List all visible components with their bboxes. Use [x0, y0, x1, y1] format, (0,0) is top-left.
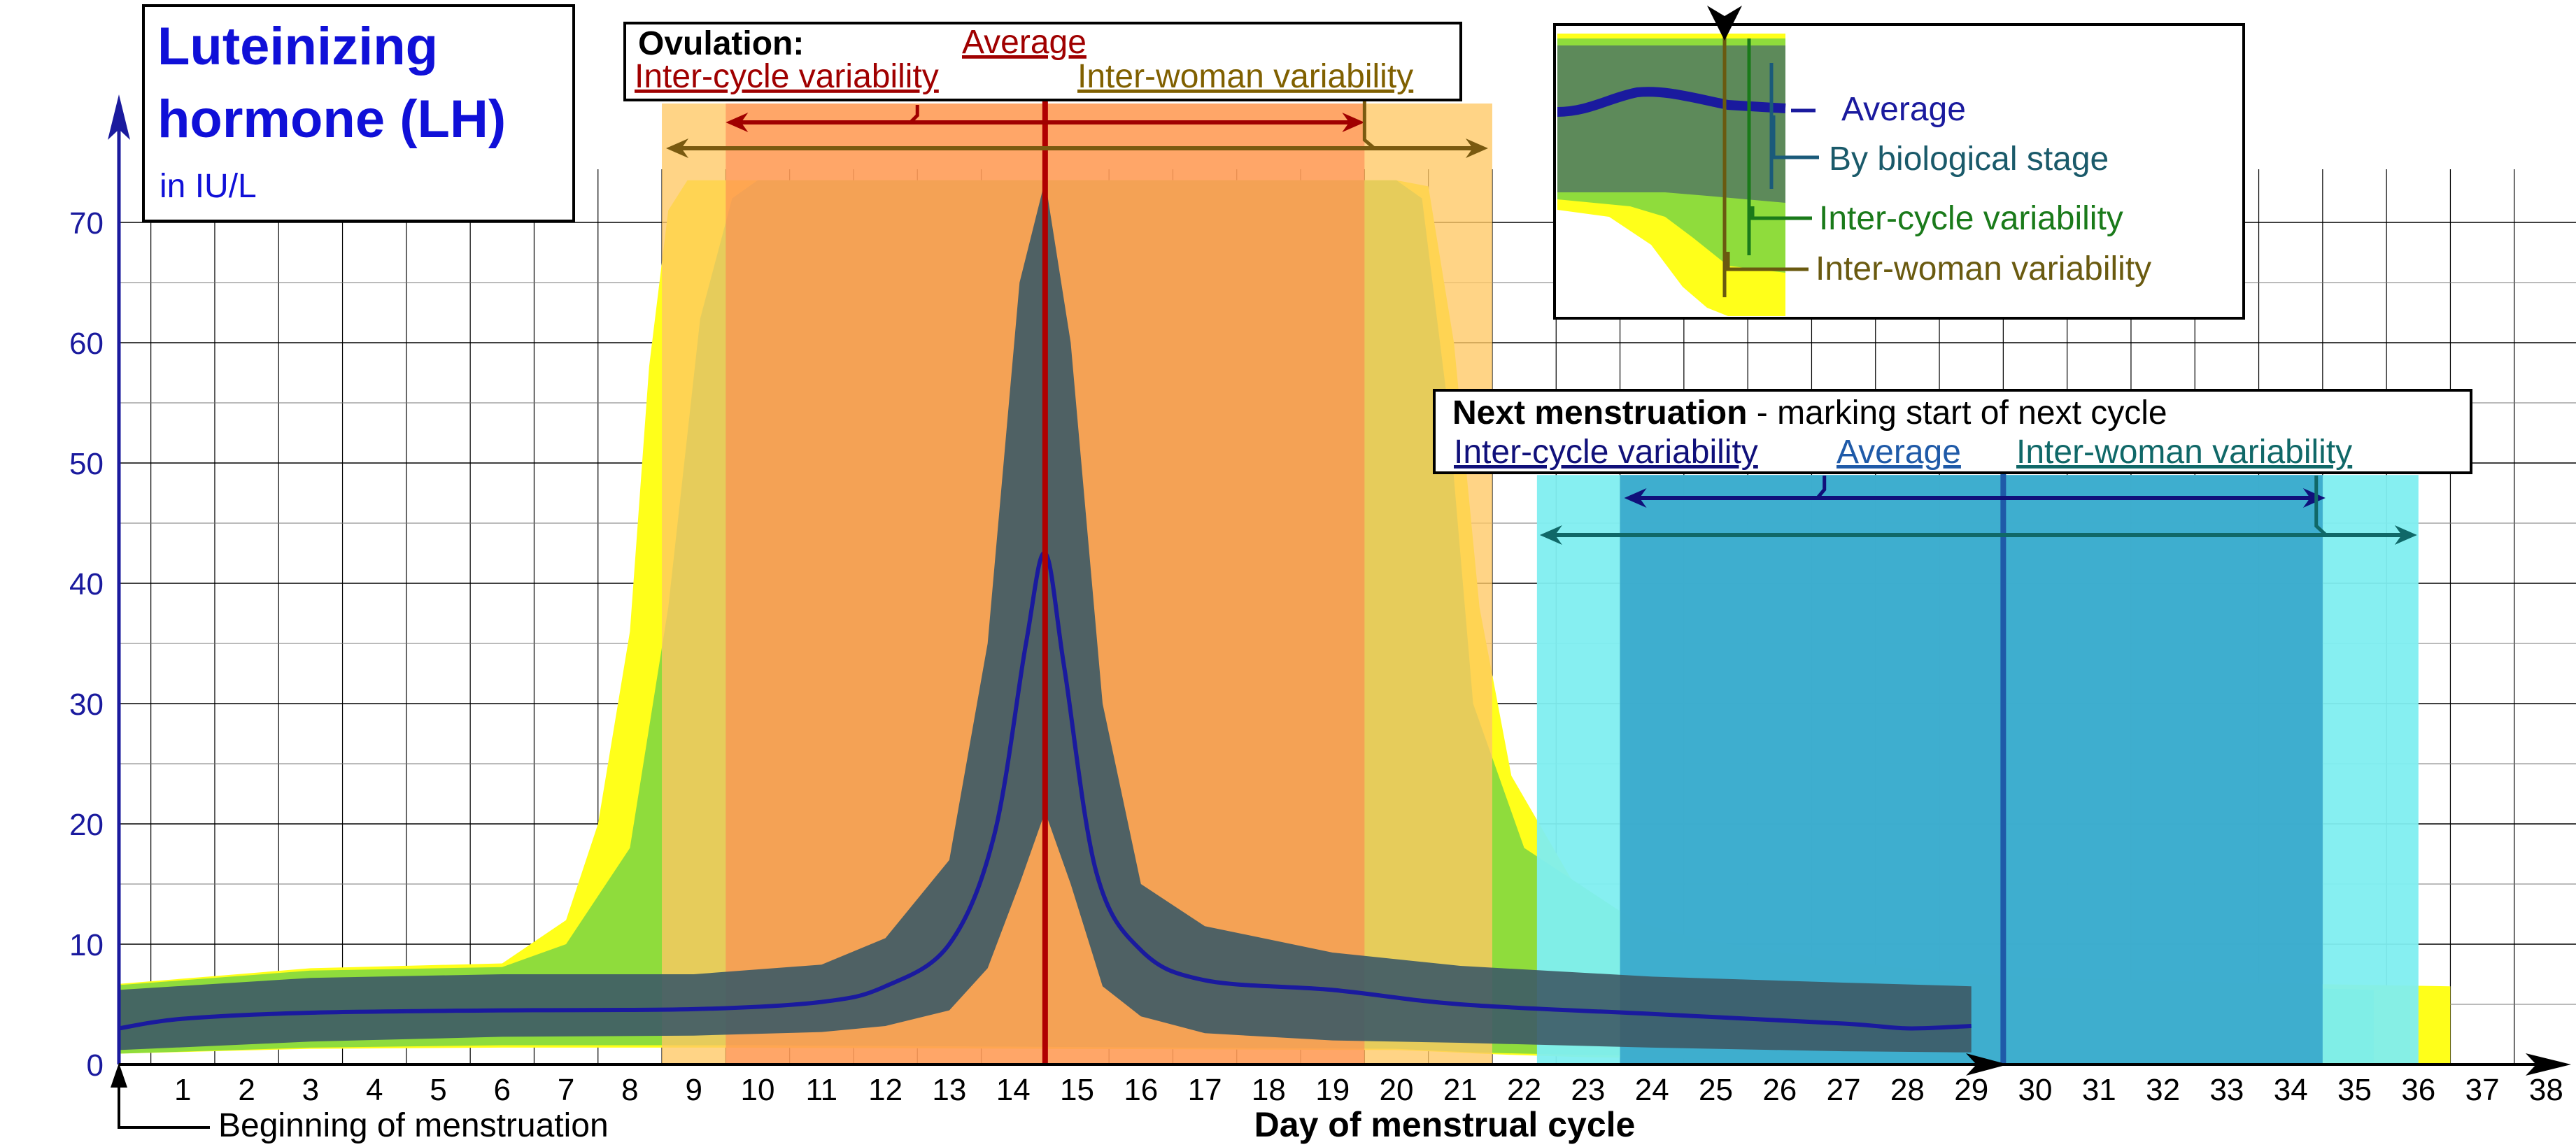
menstruation-inter-cycle-area	[1620, 475, 2323, 1064]
title-line2: hormone (LH)	[157, 90, 506, 149]
next-cycle-arrowhead	[1966, 1053, 2008, 1076]
svg-text:Next menstruation - marking st: Next menstruation - marking start of nex…	[1452, 394, 2167, 432]
x-tick-label: 16	[1124, 1073, 1158, 1107]
y-axis-arrowhead	[108, 94, 130, 140]
x-tick-label: 11	[805, 1073, 837, 1107]
legend-average-label: Average	[1841, 91, 1966, 128]
x-tick-label: 1	[174, 1073, 191, 1107]
x-tick-label: 5	[430, 1073, 446, 1107]
menstruation-inter-woman-label: Inter-woman variability	[2016, 434, 2352, 471]
ovulation-inter-cycle-arrow-head-right	[1342, 113, 1365, 132]
x-tick-label: 20	[1380, 1073, 1414, 1107]
x-tick-label: 29	[1954, 1073, 1988, 1107]
y-tick-label: 40	[69, 567, 104, 601]
title-unit: in IU/L	[160, 168, 257, 205]
x-tick-label: 14	[996, 1073, 1031, 1107]
y-tick-label: 50	[69, 447, 104, 481]
ovulation-inter-cycle-brace	[909, 105, 919, 124]
y-tick-label: 0	[87, 1048, 104, 1083]
legend-biological-swatch	[1557, 45, 1785, 203]
x-tick-label: 27	[1827, 1073, 1861, 1107]
x-tick-label: 6	[494, 1073, 511, 1107]
x-tick-label: 4	[366, 1073, 383, 1107]
y-tick-label: 20	[69, 808, 104, 842]
x-tick-label: 18	[1252, 1073, 1286, 1107]
average-line-layer	[118, 41, 2417, 1064]
beginning-marker: Beginning of menstruation	[111, 1063, 609, 1144]
menstruation-heading-rest: - marking start of next cycle	[1747, 394, 2167, 432]
x-tick-label: 9	[685, 1073, 702, 1107]
title-line1: Luteinizing	[157, 17, 438, 76]
x-tick-label: 13	[932, 1073, 966, 1107]
ovulation-box: Ovulation: Average Inter-cycle variabili…	[623, 22, 1462, 101]
y-tick-label: 30	[69, 688, 104, 722]
ovulation-inter-woman-brace	[1362, 98, 1375, 150]
beginning-label: Beginning of menstruation	[218, 1107, 609, 1144]
menstruation-inter-cycle-label: Inter-cycle variability	[1454, 434, 1758, 471]
menstruation-inter-cycle-arrow-head-left	[1624, 488, 1647, 508]
x-tick-label: 38	[2529, 1073, 2563, 1107]
legend-biological-label: By biological stage	[1829, 141, 2109, 178]
ovulation-average-label: Average	[962, 24, 1087, 61]
x-tick-label: 12	[868, 1073, 903, 1107]
menstruation-inter-woman-brace	[2314, 476, 2328, 536]
legend-box: Average By biological stage Inter-cycle …	[1553, 6, 2245, 320]
x-tick-label: 32	[2146, 1073, 2180, 1107]
legend-inter-cycle-label: Inter-cycle variability	[1819, 200, 2123, 237]
menstruation-inter-woman-arrow-head-left	[1539, 525, 1562, 545]
x-tick-label: 37	[2465, 1073, 2500, 1107]
x-tick-label: 19	[1315, 1073, 1350, 1107]
menstruation-inter-cycle-brace	[1816, 476, 1827, 499]
y-tick-label: 10	[69, 928, 104, 962]
ovulation-inter-cycle-arrow-head-left	[726, 113, 749, 132]
x-tick-label: 33	[2209, 1073, 2244, 1107]
x-tick-label: 7	[558, 1073, 574, 1107]
x-tick-label: 21	[1443, 1073, 1478, 1107]
x-tick-label: 8	[621, 1073, 638, 1107]
menstruation-heading: Next menstruation	[1452, 394, 1747, 432]
x-tick-label: 25	[1699, 1073, 1733, 1107]
ovulation-inter-woman-arrow-head-left	[666, 138, 689, 158]
menstruation-average-label: Average	[1837, 434, 1961, 471]
x-axis-label: Day of menstrual cycle	[1254, 1105, 1636, 1144]
ovulation-inter-cycle-label: Inter-cycle variability	[635, 58, 939, 95]
x-tick-label: 3	[302, 1073, 319, 1107]
legend-average-line	[1557, 87, 1786, 117]
ovulation-heading: Ovulation:	[638, 25, 804, 62]
x-tick-label: 15	[1060, 1073, 1094, 1107]
legend-inter-woman-label: Inter-woman variability	[1816, 250, 2151, 287]
ovulation-inter-woman-label: Inter-woman variability	[1077, 58, 1413, 95]
x-tick-label: 30	[2018, 1073, 2053, 1107]
y-tick-label: 70	[69, 206, 104, 241]
x-tick-label: 31	[2082, 1073, 2116, 1107]
tick-labels: 1 2 3 4 5 6 7 8 9 10 11 12 13 14 15 16 17 18 19 20 21 22 23 24 2…	[69, 206, 2563, 1107]
x-tick-label: 36	[2401, 1073, 2435, 1107]
title-box: Luteinizing hormone (LH) in IU/L	[142, 4, 575, 222]
x-tick-label: 34	[2274, 1073, 2308, 1107]
x-tick-label: 2	[238, 1073, 255, 1107]
x-tick-label: 35	[2337, 1073, 2372, 1107]
menstruation-inter-woman-arrow-head-right	[2394, 525, 2417, 545]
variability-overlays	[119, 104, 2419, 1064]
x-tick-label: 24	[1635, 1073, 1669, 1107]
x-tick-label: 26	[1762, 1073, 1797, 1107]
x-tick-label: 23	[1571, 1073, 1605, 1107]
x-tick-label: 10	[741, 1073, 775, 1107]
y-tick-label: 60	[69, 327, 104, 361]
x-axis-arrowhead	[2526, 1053, 2571, 1076]
ovulation-inter-woman-arrow-head-right	[1465, 138, 1488, 158]
menstruation-box: Next menstruation - marking start of nex…	[1433, 389, 2472, 474]
axes	[108, 94, 2571, 1076]
x-tick-label: 22	[1507, 1073, 1541, 1107]
menstruation-inter-cycle-arrow-head-right	[2302, 488, 2326, 508]
x-tick-label: 17	[1188, 1073, 1222, 1107]
x-tick-label: 28	[1890, 1073, 1925, 1107]
